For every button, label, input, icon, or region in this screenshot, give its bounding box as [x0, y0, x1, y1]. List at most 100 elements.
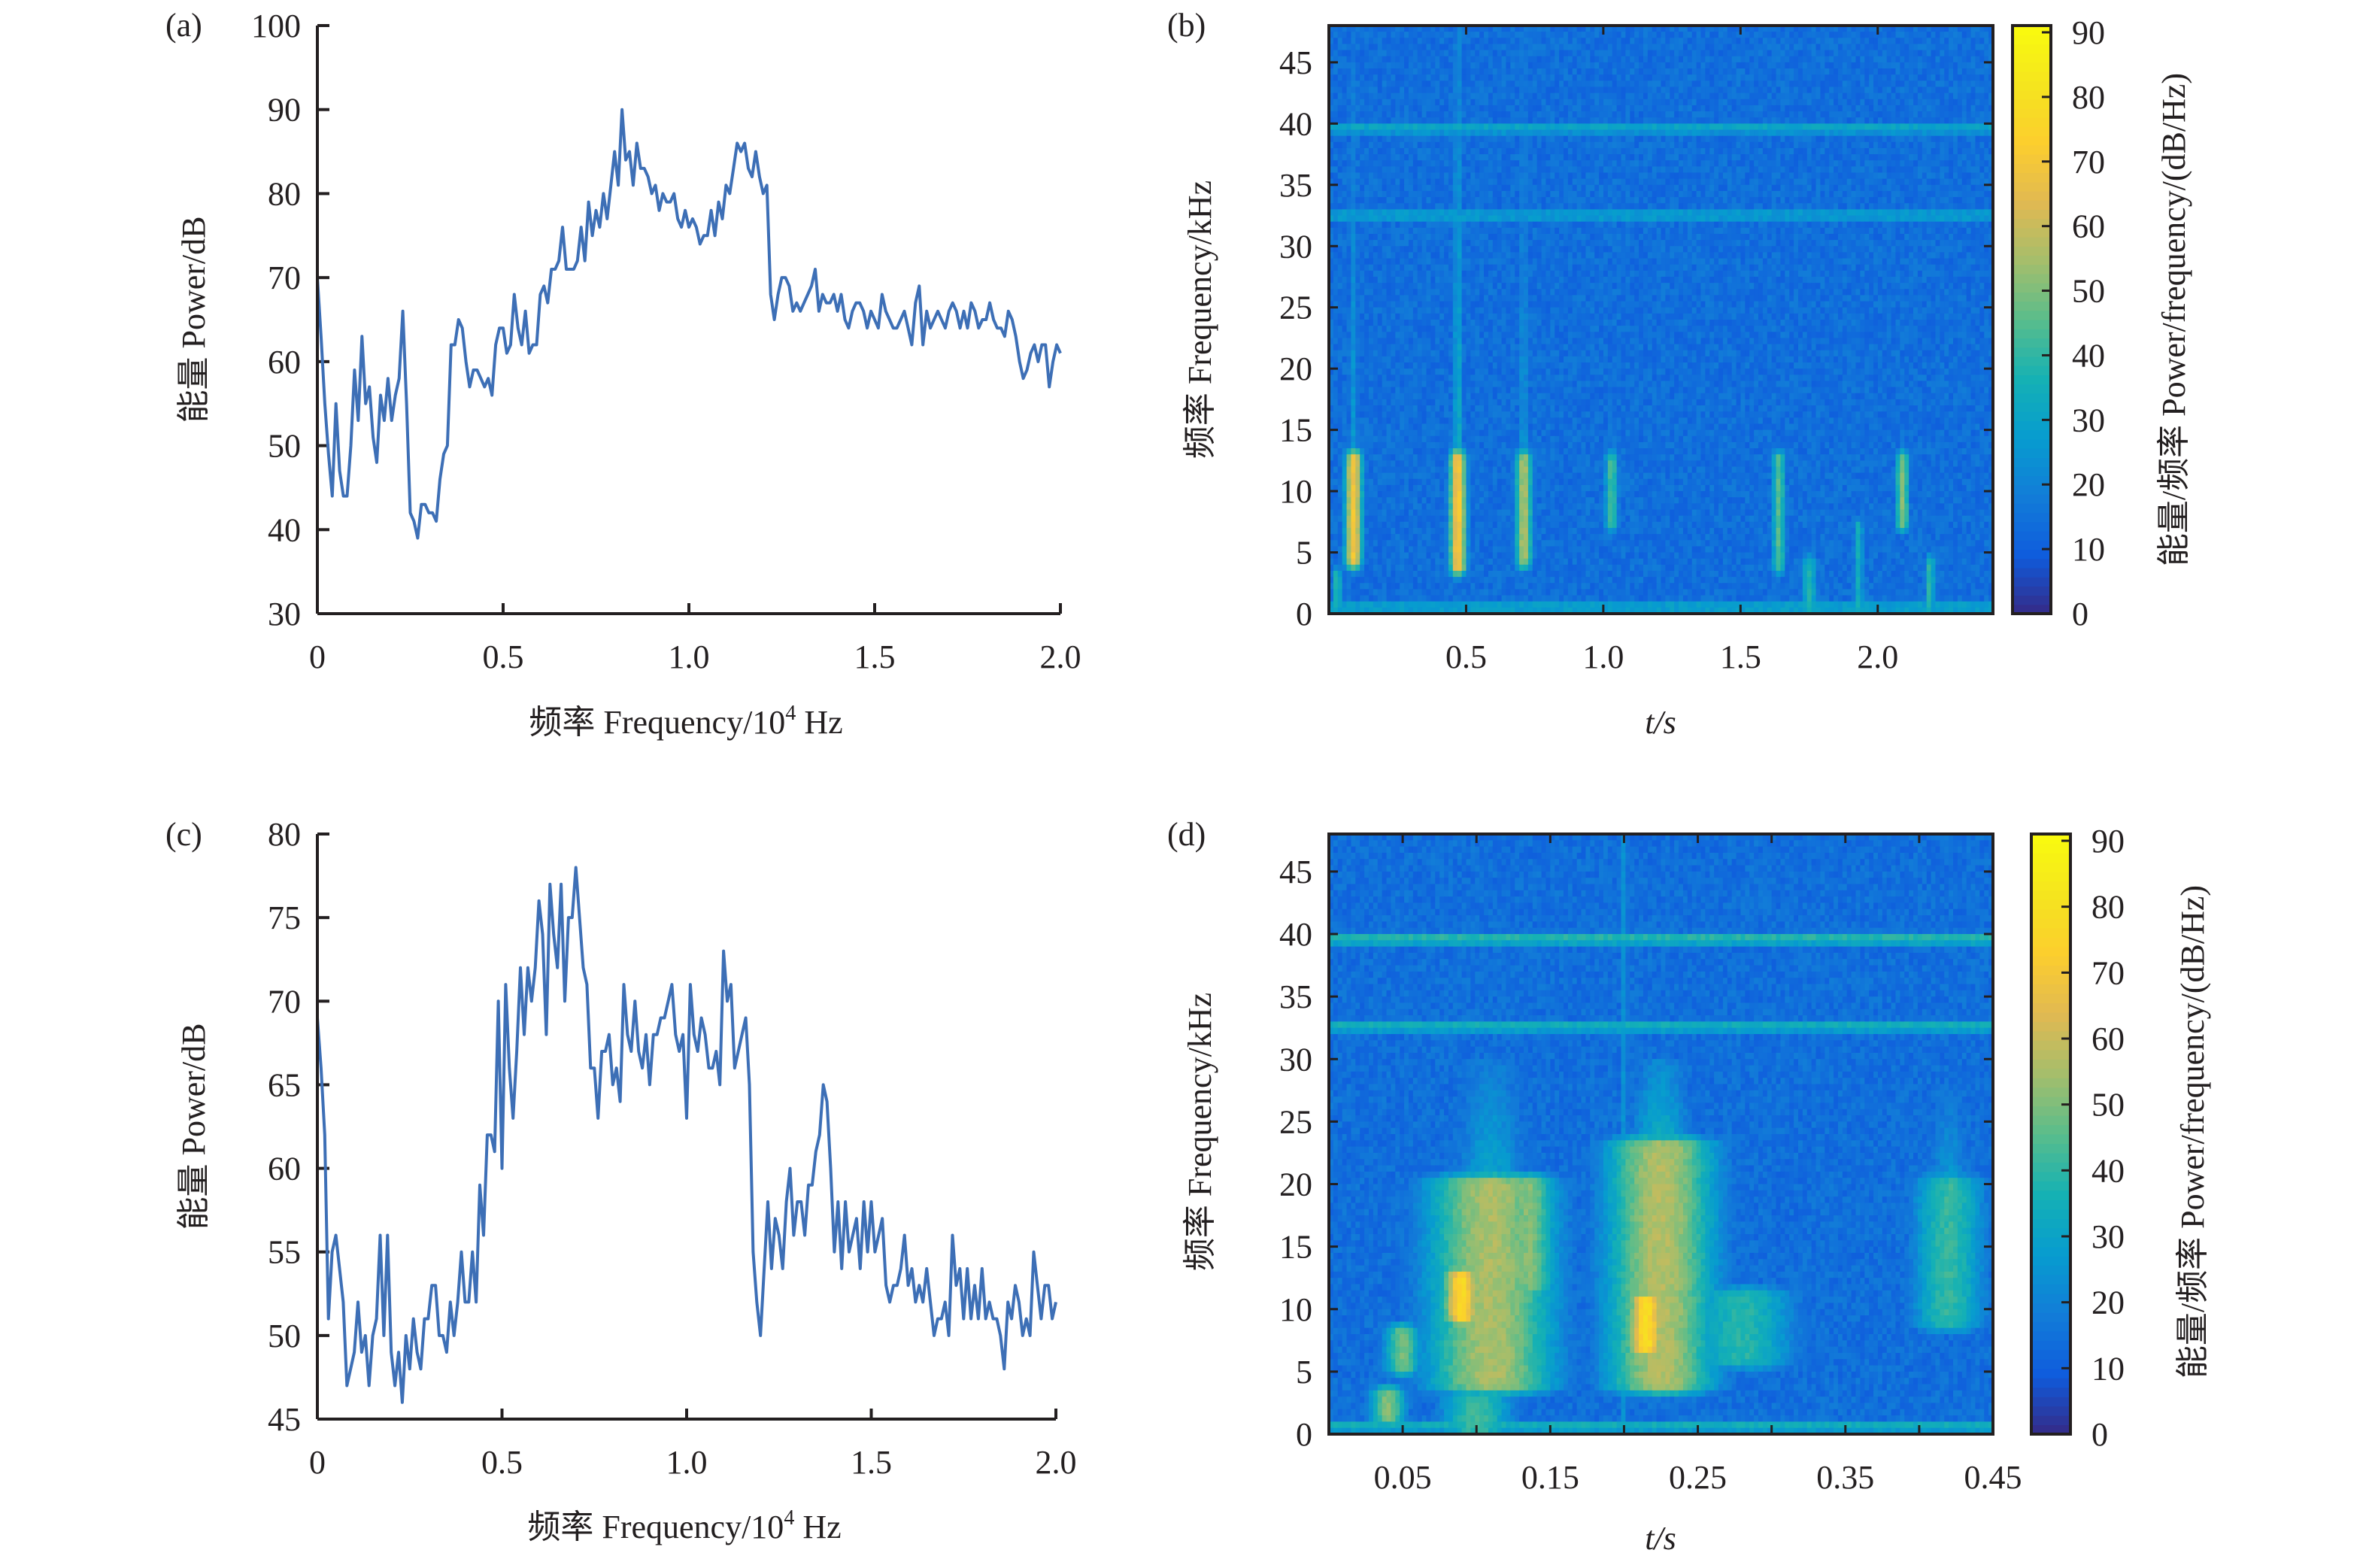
heatmap-cell	[1435, 197, 1440, 204]
heatmap-cell	[1895, 44, 1900, 51]
heatmap-cell	[1789, 26, 1794, 32]
heatmap-cell	[1705, 105, 1710, 112]
heatmap-cell	[1545, 32, 1551, 38]
heatmap-cell	[1780, 129, 1785, 137]
heatmap-cell	[1975, 141, 1980, 149]
heatmap-cell	[1492, 62, 1498, 69]
heatmap-cell	[1439, 129, 1445, 137]
heatmap-cell	[1825, 203, 1830, 210]
heatmap-cell	[1590, 123, 1595, 131]
heatmap-cell	[1776, 32, 1782, 38]
heatmap-cell	[1386, 172, 1392, 180]
heatmap-cell	[1550, 160, 1555, 167]
heatmap-cell	[1909, 32, 1914, 38]
heatmap-cell	[1563, 93, 1569, 100]
heatmap-cell	[1940, 215, 1945, 223]
heatmap-cell	[1585, 172, 1591, 180]
heatmap-cell	[1806, 203, 1812, 210]
heatmap-cell	[1404, 68, 1409, 75]
heatmap-cell	[1510, 184, 1515, 192]
heatmap-cell	[1944, 32, 1949, 38]
heatmap-cell	[1855, 74, 1861, 81]
heatmap-cell	[1727, 99, 1733, 106]
heatmap-cell	[1718, 178, 1724, 186]
heatmap-cell	[1559, 215, 1564, 223]
heatmap-cell	[1940, 50, 1945, 57]
heatmap-cell	[1555, 172, 1560, 180]
heatmap-cell	[1444, 44, 1449, 51]
heatmap-cell	[1988, 99, 1994, 106]
heatmap-cell	[1567, 154, 1573, 161]
heatmap-cell	[1351, 135, 1356, 143]
heatmap-cell	[1527, 141, 1533, 149]
heatmap-cell	[1475, 203, 1480, 210]
heatmap-cell	[1926, 93, 1932, 100]
heatmap-cell	[1444, 147, 1449, 155]
heatmap-cell	[1461, 105, 1467, 112]
heatmap-cell	[1448, 147, 1454, 155]
heatmap-cell	[1448, 221, 1454, 229]
heatmap-cell	[1771, 190, 1777, 198]
heatmap-cell	[1515, 38, 1520, 45]
heatmap-cell	[1665, 68, 1670, 75]
heatmap-cell	[1479, 203, 1485, 210]
heatmap-cell	[1567, 172, 1573, 180]
heatmap-cell	[1736, 197, 1742, 204]
heatmap-cell	[1842, 44, 1848, 51]
heatmap-cell	[1829, 93, 1834, 100]
heatmap-cell	[1670, 50, 1675, 57]
heatmap-cell	[1532, 215, 1538, 223]
heatmap-cell	[1979, 215, 1985, 223]
heatmap-cell	[1855, 50, 1861, 57]
heatmap-cell	[1949, 141, 1954, 149]
heatmap-cell	[1940, 80, 1945, 88]
heatmap-cell	[1745, 203, 1750, 210]
heatmap-cell	[1886, 215, 1892, 223]
heatmap-cell	[1612, 215, 1618, 223]
heatmap-cell	[1492, 32, 1498, 38]
heatmap-cell	[1506, 105, 1511, 112]
heatmap-cell	[1524, 38, 1529, 45]
heatmap-cell	[1426, 141, 1431, 149]
heatmap-cell	[1346, 197, 1352, 204]
heatmap-cell	[1754, 62, 1759, 69]
heatmap-cell	[1412, 80, 1418, 88]
heatmap-cell	[1797, 197, 1803, 204]
heatmap-cell	[1448, 166, 1454, 174]
heatmap-cell	[1612, 154, 1618, 161]
heatmap-cell	[1665, 99, 1670, 106]
heatmap-cell	[1612, 74, 1618, 81]
heatmap-cell	[1492, 221, 1498, 229]
heatmap-cell	[1949, 147, 1954, 155]
heatmap-cell	[1599, 62, 1604, 69]
heatmap-cell	[1555, 123, 1560, 131]
heatmap-cell	[1762, 117, 1768, 124]
heatmap-cell	[1736, 135, 1742, 143]
heatmap-cell	[1979, 147, 1985, 155]
heatmap-cell	[1806, 129, 1812, 137]
heatmap-cell	[1913, 74, 1919, 81]
heatmap-cell	[1377, 221, 1383, 229]
heatmap-cell	[1679, 99, 1684, 106]
heatmap-cell	[1776, 209, 1782, 217]
heatmap-cell	[1634, 172, 1639, 180]
heatmap-cell	[1909, 123, 1914, 131]
heatmap-cell	[1634, 129, 1639, 137]
heatmap-cell	[1510, 93, 1515, 100]
heatmap-cell	[1767, 160, 1773, 167]
heatmap-cell	[1572, 203, 1578, 210]
heatmap-cell	[1679, 147, 1684, 155]
heatmap-cell	[1834, 123, 1839, 131]
heatmap-cell	[1581, 44, 1587, 51]
heatmap-cell	[1576, 123, 1582, 131]
heatmap-cell	[1970, 221, 1976, 229]
heatmap-cell	[1536, 62, 1542, 69]
heatmap-cell	[1550, 86, 1555, 94]
heatmap-cell	[1448, 105, 1454, 112]
heatmap-cell	[1567, 50, 1573, 57]
heatmap-cell	[1794, 190, 1799, 198]
heatmap-cell	[1536, 44, 1542, 51]
heatmap-cell	[1647, 44, 1653, 51]
heatmap-cell	[1670, 197, 1675, 204]
heatmap-cell	[1448, 160, 1454, 167]
